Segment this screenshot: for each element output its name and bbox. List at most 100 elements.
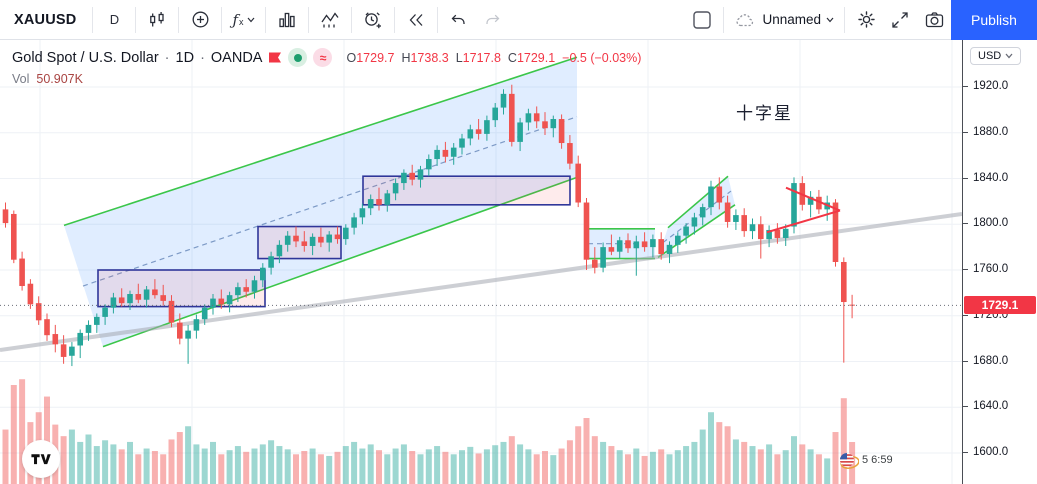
candle-body xyxy=(135,294,142,300)
volume-bar xyxy=(782,450,789,484)
fullscreen-button[interactable] xyxy=(883,3,917,37)
candle-body xyxy=(301,241,308,246)
volume-bar xyxy=(392,448,399,484)
volume-bar xyxy=(218,454,225,484)
compare-button[interactable] xyxy=(183,3,217,37)
volume-bar xyxy=(533,454,540,484)
price-axis[interactable]: USD 1920.0 1880.0 1840.0 1800.0 1760.0 1720.0… xyxy=(962,40,1037,484)
plus-circle-icon xyxy=(192,11,209,28)
candle-body xyxy=(716,186,723,203)
main-trend-channel-fill[interactable] xyxy=(64,57,577,347)
screenshot-button[interactable] xyxy=(917,3,951,37)
tradingview-logo[interactable] xyxy=(22,440,60,478)
price-tick: 1880.0 xyxy=(963,126,1008,138)
volume-bar xyxy=(724,426,731,484)
fx-icon: ƒx xyxy=(232,10,244,29)
toolbar-separator xyxy=(723,6,725,33)
layout-square-icon xyxy=(693,10,712,29)
candle-body xyxy=(160,295,166,301)
volume-bar xyxy=(583,418,590,484)
chart-type-button[interactable] xyxy=(140,3,174,37)
candle-body xyxy=(517,122,523,142)
candle-body xyxy=(650,239,656,248)
volume-bar xyxy=(210,441,216,484)
chart-pane[interactable] xyxy=(0,0,962,484)
volume-bar xyxy=(301,451,308,484)
price-tick: 1640.0 xyxy=(963,400,1008,412)
red-wedge-line-1[interactable] xyxy=(785,186,841,212)
volume-bar xyxy=(19,379,26,484)
volume-bar xyxy=(832,432,839,484)
rising-mini-channel-top-line[interactable] xyxy=(667,175,729,229)
candle-body xyxy=(27,283,34,305)
save-layout-button[interactable]: Unnamed xyxy=(728,3,840,37)
volume-bar xyxy=(193,444,200,484)
candle-body xyxy=(334,234,341,240)
symbol-title[interactable]: Gold Spot / U.S. Dollar xyxy=(12,49,159,66)
volume-bar xyxy=(102,440,109,484)
cloud-icon xyxy=(736,13,754,26)
candle-body xyxy=(699,207,706,218)
indicator-templates-button[interactable] xyxy=(270,3,304,37)
main-trend-channel-mid-line[interactable] xyxy=(82,116,578,287)
volume-label[interactable]: Vol xyxy=(12,72,30,86)
candle-body xyxy=(625,240,631,249)
toolbar-separator xyxy=(307,6,309,33)
volume-bar xyxy=(2,429,9,484)
volume-bar xyxy=(492,445,499,484)
volume-bar xyxy=(525,449,532,484)
candle-body xyxy=(442,149,449,157)
candle-body xyxy=(600,247,606,268)
toolbar-separator xyxy=(436,6,438,33)
bar-replay-button[interactable] xyxy=(399,3,433,37)
volume-bar xyxy=(683,446,690,484)
session-countdown[interactable]: 5 6:59 xyxy=(839,450,893,470)
volume-bar xyxy=(558,448,565,484)
alert-button[interactable] xyxy=(356,3,390,37)
price-tick: 1800.0 xyxy=(963,217,1008,229)
candle-body xyxy=(251,280,258,292)
volume-bar xyxy=(259,444,266,484)
publish-button[interactable]: Publish xyxy=(951,0,1037,40)
settings-button[interactable] xyxy=(849,3,883,37)
candle-body xyxy=(467,129,474,139)
grey-trendline[interactable] xyxy=(0,211,962,353)
candle-body xyxy=(376,199,382,205)
candle-body xyxy=(841,261,847,303)
countdown-text: 5 6:59 xyxy=(862,454,893,466)
redo-button[interactable] xyxy=(476,3,510,37)
candle-body xyxy=(583,202,590,260)
volume-bar xyxy=(268,440,275,484)
price-tick: 1680.0 xyxy=(963,355,1008,367)
layout-select-button[interactable] xyxy=(685,3,719,37)
candle-body xyxy=(367,199,374,209)
candle-body xyxy=(168,300,175,323)
main-trend-channel-top-line[interactable] xyxy=(63,56,578,227)
approx-price-icon[interactable]: ≈ xyxy=(313,48,333,67)
camera-icon xyxy=(925,11,943,27)
symbol-search-button[interactable]: XAUUSD xyxy=(14,11,77,28)
indicators-button[interactable]: ƒx xyxy=(226,3,260,37)
doji-star-annotation[interactable]: 十字星 xyxy=(736,104,793,123)
gear-icon xyxy=(857,11,875,28)
interval-button[interactable]: D xyxy=(109,12,120,27)
patterns-button[interactable] xyxy=(313,3,347,37)
market-status-icon[interactable] xyxy=(288,48,308,67)
candle-body xyxy=(525,113,532,123)
volume-bar xyxy=(450,454,457,484)
candle-body xyxy=(633,241,640,249)
candle-body xyxy=(500,93,507,108)
undo-button[interactable] xyxy=(442,3,476,37)
flag-icon[interactable] xyxy=(268,52,282,63)
currency-selector[interactable]: USD xyxy=(970,47,1022,65)
volume-bar xyxy=(309,448,316,484)
volume-bar xyxy=(334,451,341,484)
candle-body xyxy=(641,241,648,248)
legend-separator: · xyxy=(164,49,170,66)
candle-body xyxy=(177,322,183,339)
candle-body xyxy=(260,267,266,281)
volume-bar xyxy=(10,385,17,484)
candle-body xyxy=(268,256,274,268)
red-wedge-line-2[interactable] xyxy=(766,209,841,234)
candle-body xyxy=(426,159,432,170)
